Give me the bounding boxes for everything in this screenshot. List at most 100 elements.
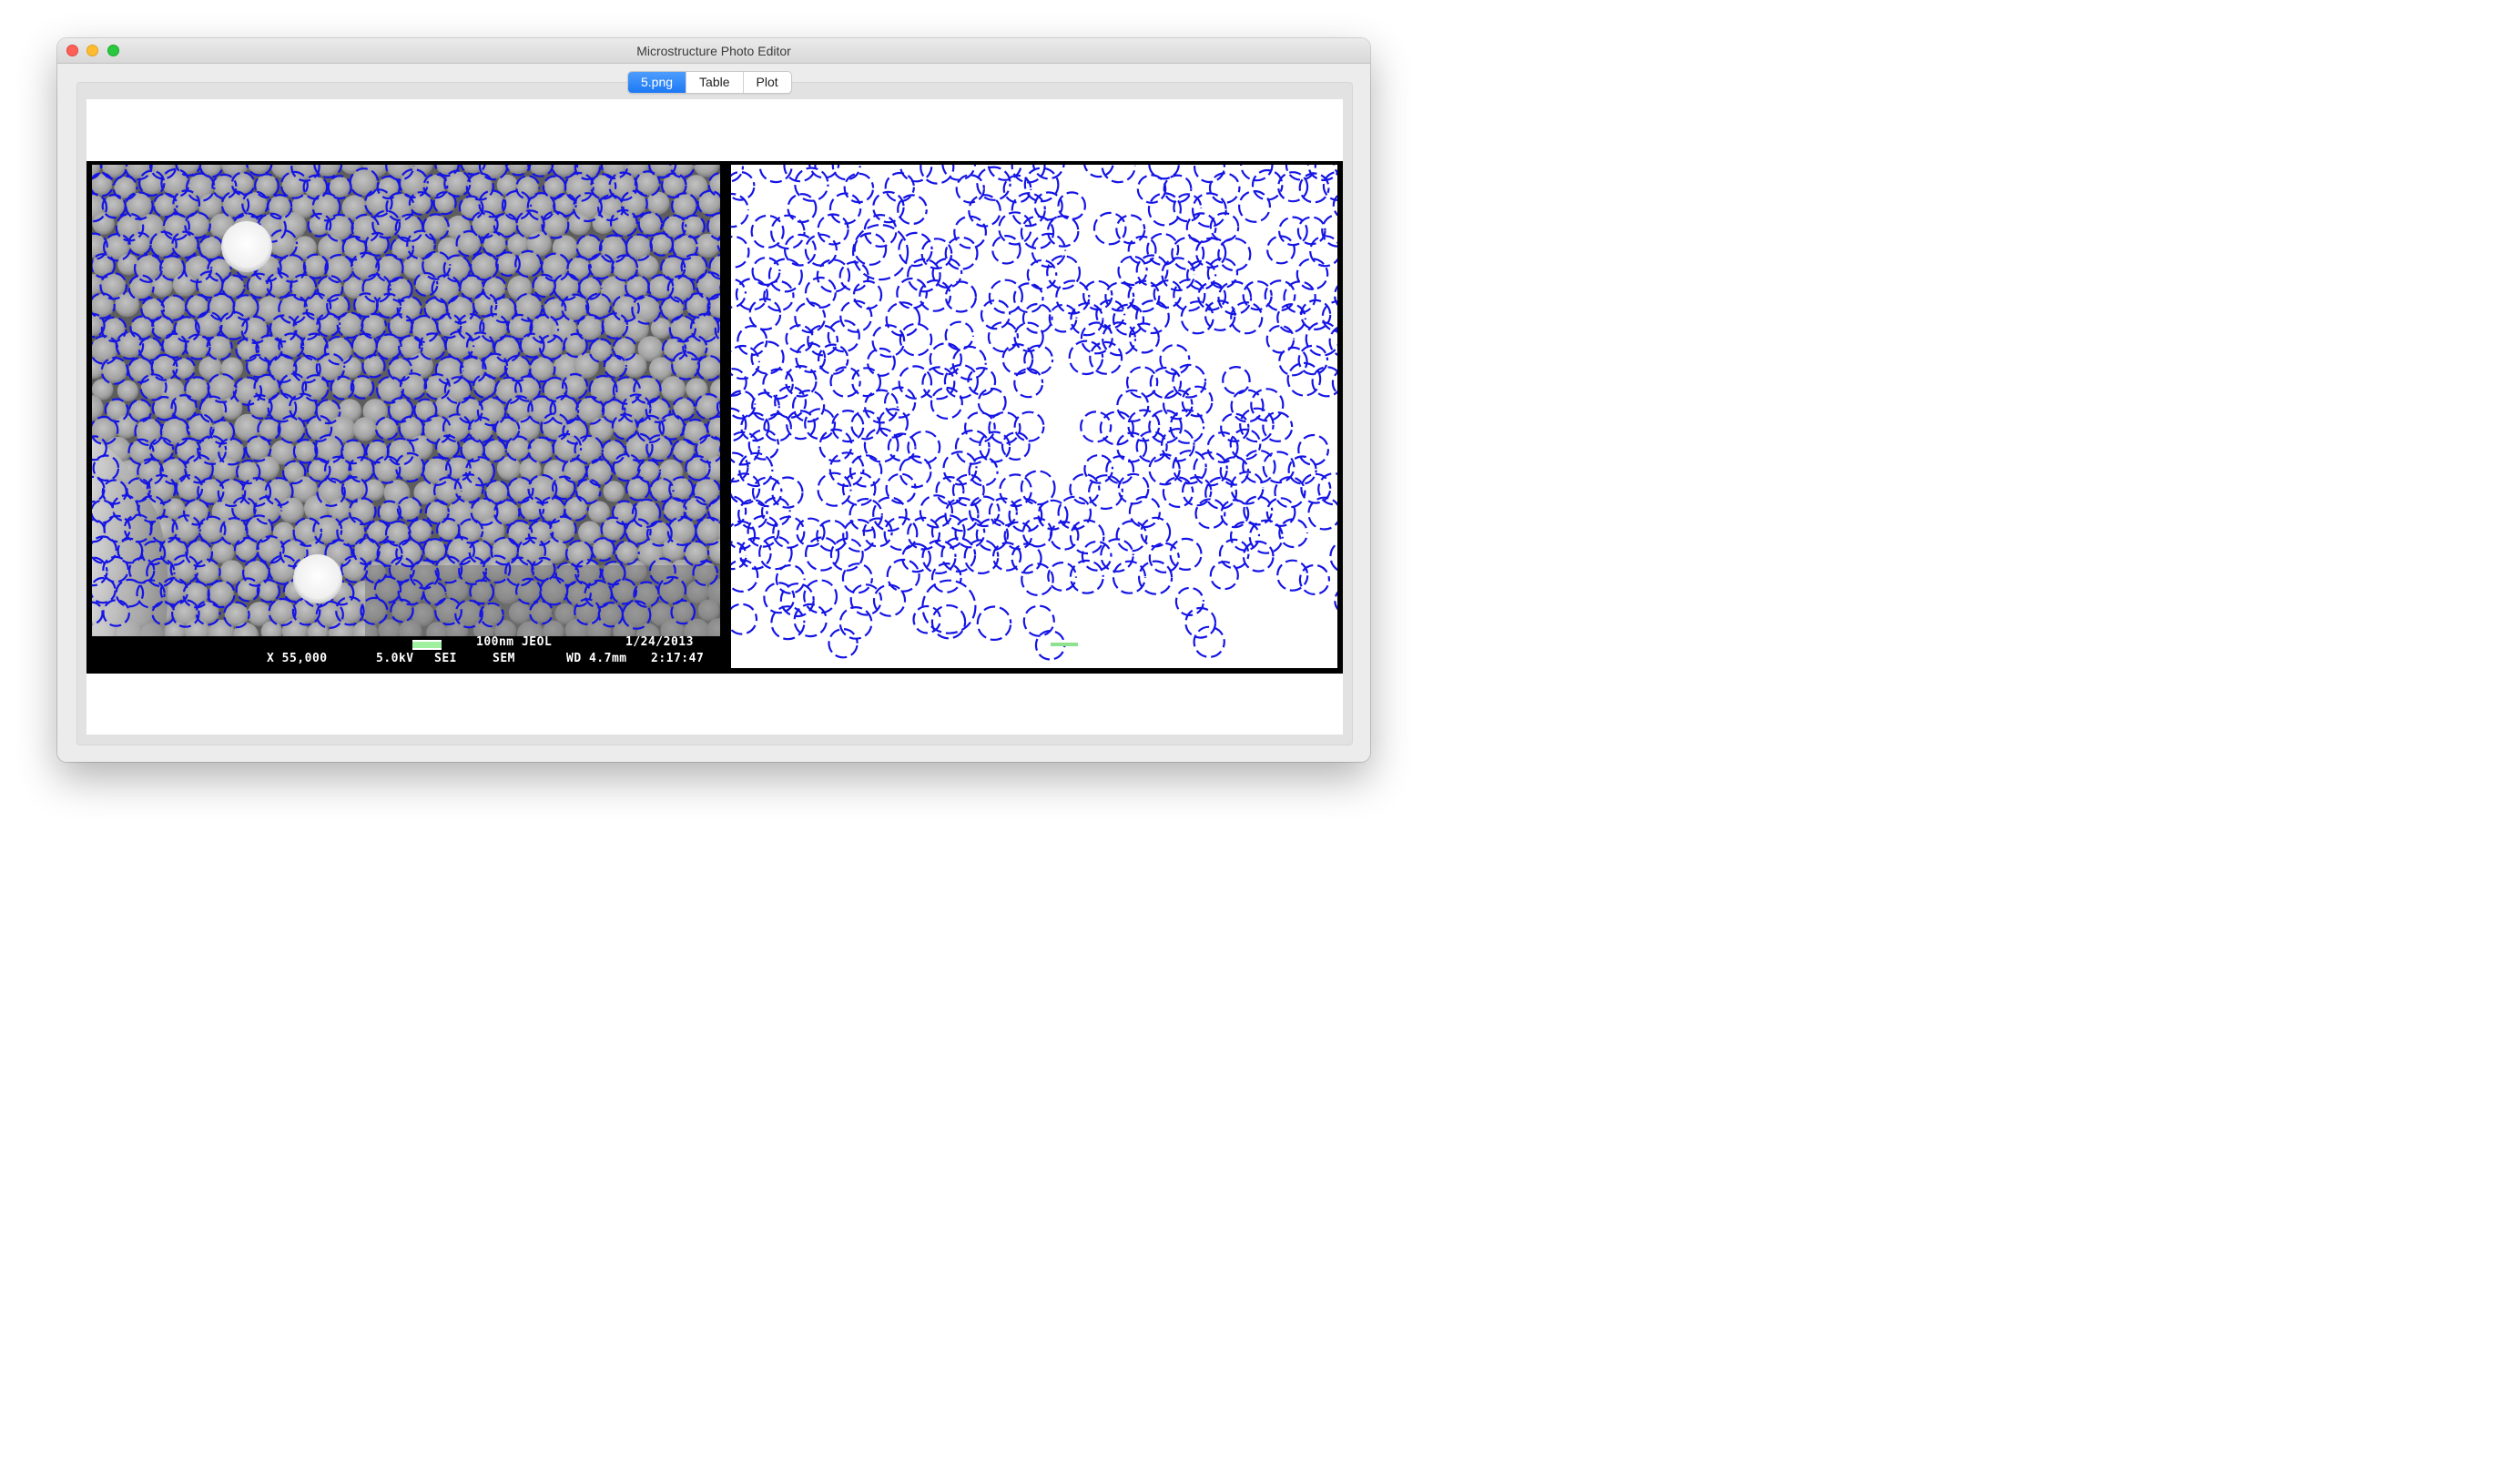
sem-particle [291, 194, 316, 218]
overlay-circle [930, 514, 966, 550]
detected-circle [612, 452, 642, 482]
overlay-circle [1138, 560, 1174, 595]
overlay-circle [791, 390, 826, 423]
overlay-circle [751, 476, 783, 508]
tab-plot[interactable]: Plot [756, 75, 778, 89]
overlay-circle [748, 298, 782, 331]
detected-circle [217, 437, 246, 466]
detected-circle [102, 555, 129, 583]
sem-micrograph[interactable] [92, 165, 720, 636]
sem-particle [197, 272, 222, 298]
detected-circles-overlay[interactable] [731, 165, 1337, 668]
title-bar: Microstructure Photo Editor [57, 38, 1370, 64]
sem-particle [697, 356, 720, 380]
detected-circle [327, 175, 352, 200]
detected-circle [660, 255, 686, 281]
detected-circle [529, 600, 554, 625]
overlay-circle [1163, 174, 1193, 204]
sem-particle [351, 253, 379, 280]
sem-particle [92, 314, 105, 337]
sem-particle [650, 318, 672, 340]
overlay-circle [1117, 472, 1150, 505]
sem-particle [126, 192, 153, 219]
sem-particle [577, 235, 601, 259]
overlay-svg [731, 165, 1337, 661]
detected-circle [185, 539, 214, 568]
sem-particle [117, 214, 143, 240]
detected-circle [603, 354, 628, 379]
sem-particle [152, 355, 177, 380]
overlay-circle [842, 519, 876, 552]
sem-particle [638, 461, 660, 482]
detected-circle [316, 312, 341, 338]
minimize-window-button[interactable] [86, 45, 98, 56]
detected-circle [692, 560, 718, 586]
sem-particle [234, 413, 261, 441]
detected-circle [708, 254, 720, 280]
detected-circle [539, 576, 569, 606]
sem-particle [279, 295, 307, 323]
detected-circle [527, 520, 554, 546]
sem-scale-bar [412, 640, 442, 650]
sem-particle [389, 314, 412, 338]
sem-particle [208, 581, 234, 607]
accelerating-voltage: 5.0kV [376, 652, 414, 665]
detected-circle [151, 396, 178, 421]
detected-circle [542, 376, 568, 402]
detected-circle [268, 597, 297, 627]
sem-particle [485, 481, 508, 503]
overlay-circle [828, 628, 859, 659]
microscope-mode: SEM [493, 652, 515, 665]
sem-particle [242, 317, 269, 343]
sem-particle [362, 399, 388, 424]
overlay-circle [803, 579, 838, 614]
detected-circle [323, 335, 354, 366]
detected-circle [541, 210, 570, 239]
detected-circle [255, 334, 283, 362]
tab-table[interactable]: Table [686, 72, 744, 93]
sem-particle [362, 479, 385, 502]
sem-particle [211, 455, 239, 482]
detected-circle [695, 434, 720, 464]
detected-circle [670, 599, 696, 625]
overlay-circle [1332, 194, 1337, 217]
maximize-window-button[interactable] [107, 45, 119, 56]
overlay-circle [884, 171, 915, 203]
sem-particle [328, 498, 351, 522]
detected-circle [553, 272, 581, 301]
detected-circle [218, 310, 249, 340]
detected-circle [682, 496, 708, 522]
detected-circle [612, 336, 637, 361]
sem-particle [494, 500, 519, 525]
detected-circle [315, 352, 346, 383]
capture-date: 1/24/2013 [625, 635, 694, 649]
sem-particle [521, 334, 544, 357]
detected-circle [434, 355, 464, 385]
overlay-circle [901, 542, 931, 573]
overlay-circle [1099, 411, 1134, 446]
detected-circle [194, 558, 221, 586]
sem-particle [635, 171, 660, 196]
detected-circle [375, 333, 402, 360]
detected-circle [139, 373, 168, 401]
sem-particle [353, 539, 380, 564]
overlay-circle [1278, 216, 1308, 247]
sem-particle [222, 191, 249, 218]
sem-particle [519, 458, 542, 481]
detected-circle [528, 355, 556, 383]
overlay-circle [907, 516, 941, 551]
overlay-circle [944, 280, 977, 313]
image-canvas: 100nm JEOL 1/24/2013 X 55,000 5.0kV SEI … [86, 99, 1343, 735]
close-window-button[interactable] [66, 45, 78, 56]
detected-circle [549, 394, 580, 425]
detected-circle [465, 172, 494, 201]
detected-circle [459, 274, 485, 300]
overlay-circle [848, 454, 883, 488]
tab-image[interactable]: 5.png [628, 72, 687, 93]
sem-particle [301, 334, 328, 360]
sem-particle [219, 560, 244, 584]
detected-circle [127, 274, 155, 301]
sem-particle [293, 598, 320, 624]
overlay-circle [991, 542, 1022, 572]
sem-particle [246, 515, 272, 542]
